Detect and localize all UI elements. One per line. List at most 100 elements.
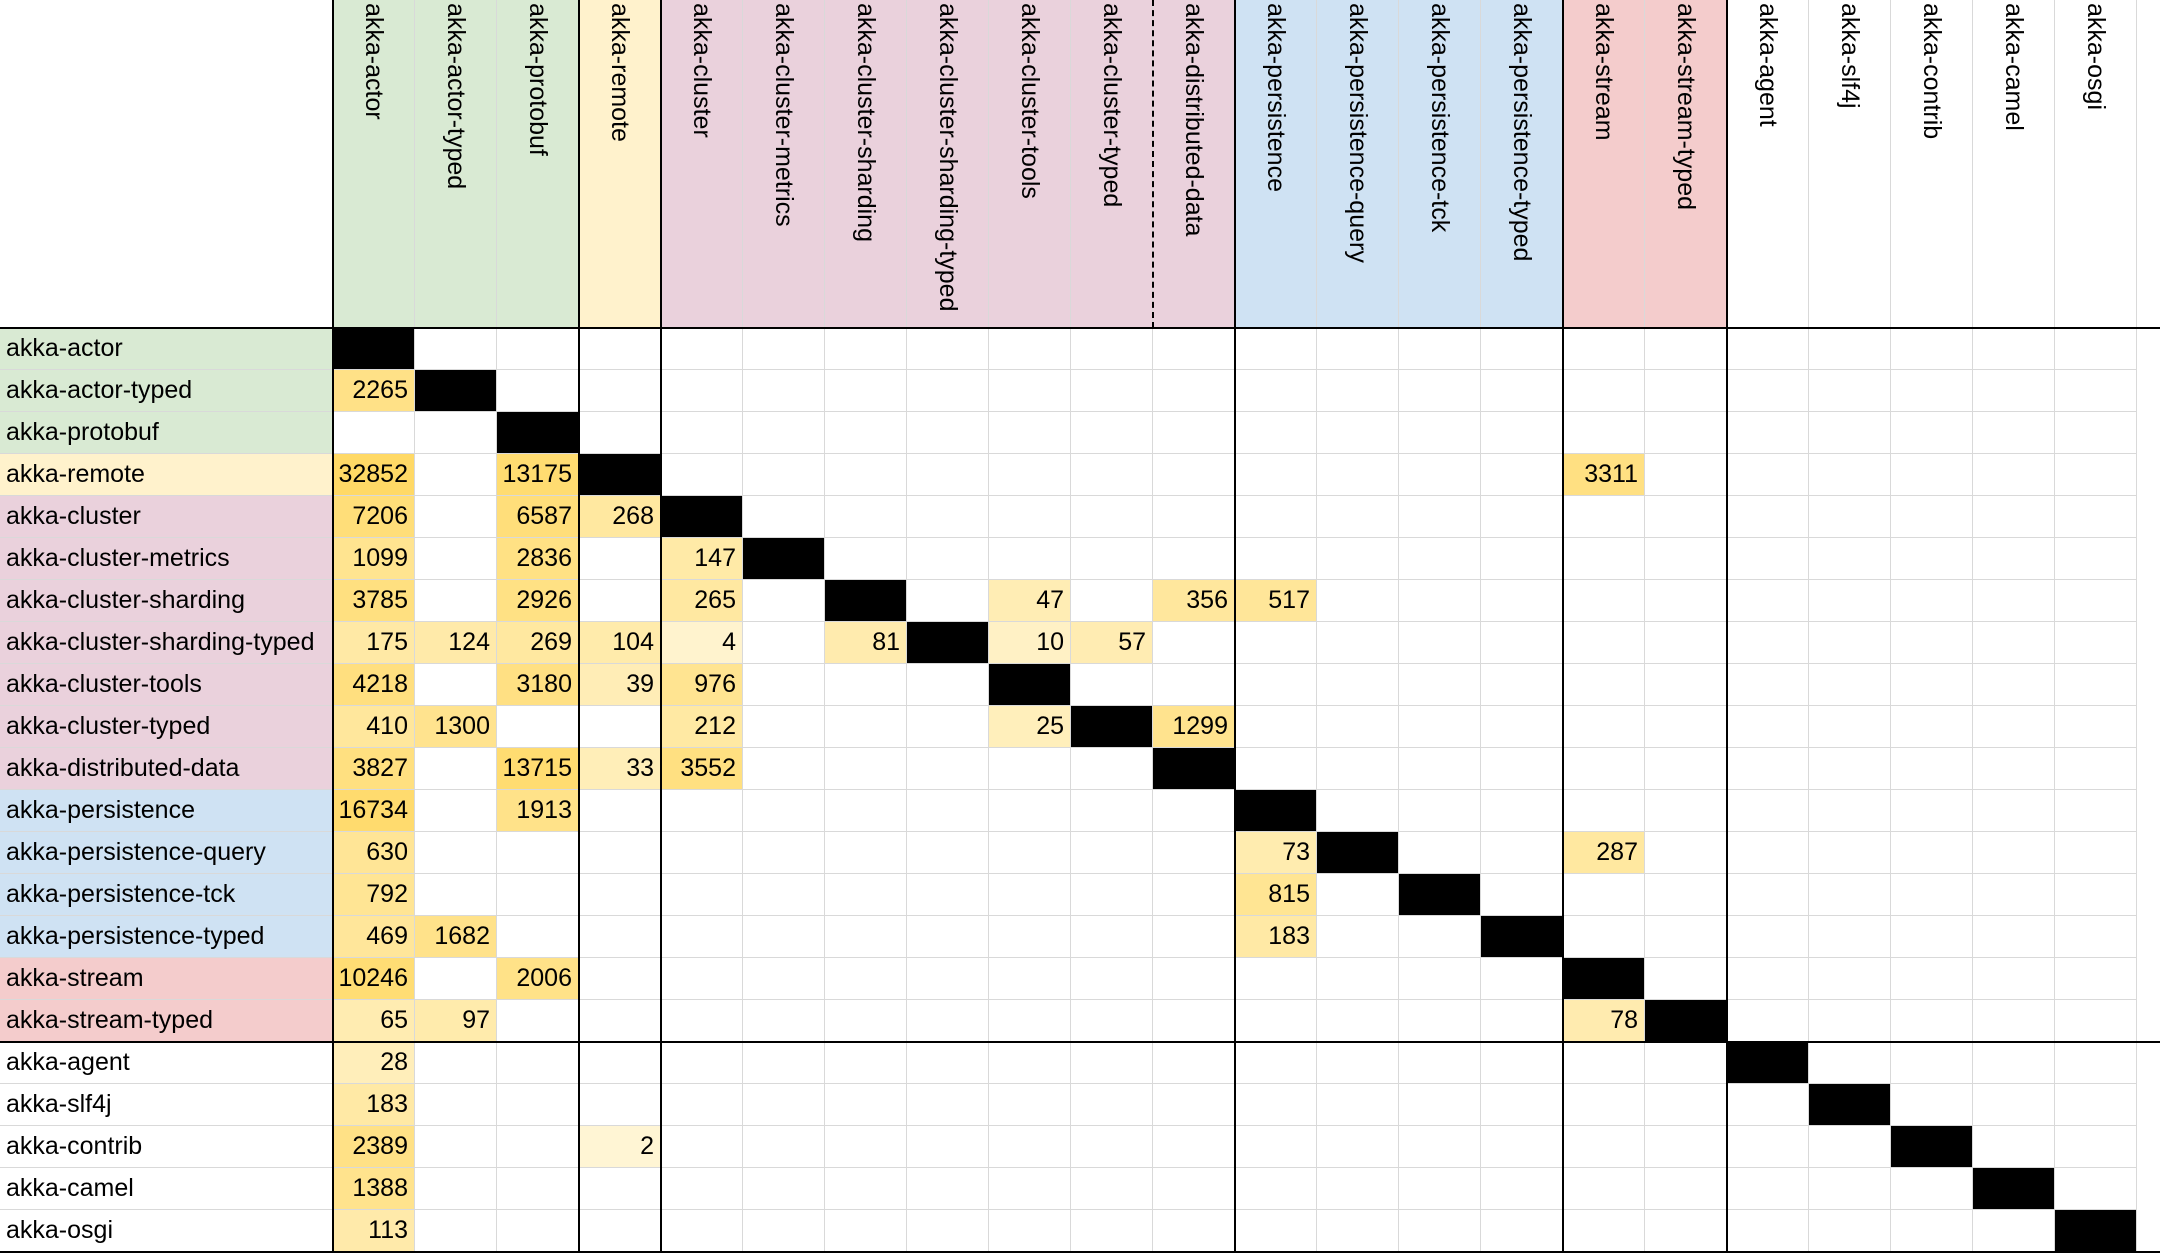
empty-cell [907,1126,989,1168]
empty-cell [1481,748,1563,790]
empty-cell [1973,1084,2055,1126]
column-header-label: akka-persistence-typed [1508,3,1536,262]
empty-cell [1399,832,1481,874]
value-cell: 78 [1563,1000,1645,1042]
value-cell: 6587 [497,496,579,538]
empty-cell [1809,328,1891,370]
empty-cell [1891,580,1973,622]
group-divider-vertical [1234,0,1236,1252]
empty-cell [2055,1042,2137,1084]
empty-cell [743,454,825,496]
value-cell: 2265 [333,370,415,412]
empty-cell [497,706,579,748]
empty-cell [497,370,579,412]
value-cell: 97 [415,1000,497,1042]
empty-cell [907,454,989,496]
value-cell: 2836 [497,538,579,580]
empty-cell [825,538,907,580]
empty-cell [415,328,497,370]
empty-cell [1973,916,2055,958]
empty-cell [1399,1000,1481,1042]
empty-cell [743,916,825,958]
empty-cell [907,916,989,958]
empty-cell [1891,790,1973,832]
empty-cell [825,1126,907,1168]
value-cell: 410 [333,706,415,748]
column-header-label: akka-protobuf [524,3,552,156]
empty-cell [1481,790,1563,832]
column-header-akka-cluster-sharding: akka-cluster-sharding [825,0,907,328]
empty-cell [1235,1210,1317,1252]
value-cell: 212 [661,706,743,748]
empty-cell [415,748,497,790]
empty-cell [1891,1210,1973,1252]
value-cell: 3180 [497,664,579,706]
empty-cell [1481,958,1563,1000]
empty-cell [825,916,907,958]
group-divider-vertical [1562,0,1564,1252]
empty-cell [907,328,989,370]
empty-cell [1645,328,1727,370]
empty-cell [1317,412,1399,454]
empty-cell [1645,958,1727,1000]
empty-cell [1317,370,1399,412]
value-cell: 10246 [333,958,415,1000]
empty-cell [497,874,579,916]
empty-cell [1645,1126,1727,1168]
column-header-label: akka-cluster-sharding-typed [934,3,962,312]
empty-cell [1481,454,1563,496]
column-header-akka-persistence-tck: akka-persistence-tck [1399,0,1481,328]
value-cell: 3552 [661,748,743,790]
value-cell: 1099 [333,538,415,580]
column-header-akka-actor-typed: akka-actor-typed [415,0,497,328]
empty-cell [1809,1168,1891,1210]
empty-cell [1973,580,2055,622]
empty-cell [1317,1210,1399,1252]
empty-cell [1235,664,1317,706]
empty-cell [1809,370,1891,412]
empty-cell [1235,706,1317,748]
empty-cell [1563,748,1645,790]
empty-cell [1809,622,1891,664]
empty-cell [825,1042,907,1084]
empty-cell [1153,1126,1235,1168]
empty-cell [1973,874,2055,916]
value-cell: 10 [989,622,1071,664]
empty-cell [1563,370,1645,412]
value-cell: 269 [497,622,579,664]
value-cell: 1682 [415,916,497,958]
empty-cell [1153,370,1235,412]
column-header-label: akka-stream [1590,3,1618,141]
empty-cell [333,412,415,454]
empty-cell [743,622,825,664]
value-cell: 175 [333,622,415,664]
empty-cell [1563,328,1645,370]
empty-cell [1809,580,1891,622]
value-cell: 630 [333,832,415,874]
empty-cell [497,1126,579,1168]
column-header-akka-osgi: akka-osgi [2055,0,2137,328]
empty-cell [2055,664,2137,706]
empty-cell [1891,538,1973,580]
empty-cell [1399,496,1481,538]
empty-cell [1727,538,1809,580]
empty-cell [825,1210,907,1252]
column-header-label: akka-cluster-metrics [770,3,798,227]
column-header-akka-contrib: akka-contrib [1891,0,1973,328]
empty-cell [1563,1210,1645,1252]
row-label-akka-persistence-typed: akka-persistence-typed [0,916,333,958]
diagonal-cell [497,412,579,454]
empty-cell [743,706,825,748]
empty-cell [743,580,825,622]
empty-cell [1645,790,1727,832]
empty-cell [1481,1084,1563,1126]
empty-cell [907,1084,989,1126]
value-cell: 39 [579,664,661,706]
empty-cell [907,496,989,538]
empty-cell [1317,916,1399,958]
empty-cell [1399,370,1481,412]
empty-cell [989,916,1071,958]
empty-cell [1071,1084,1153,1126]
empty-cell [415,1168,497,1210]
value-cell: 7206 [333,496,415,538]
